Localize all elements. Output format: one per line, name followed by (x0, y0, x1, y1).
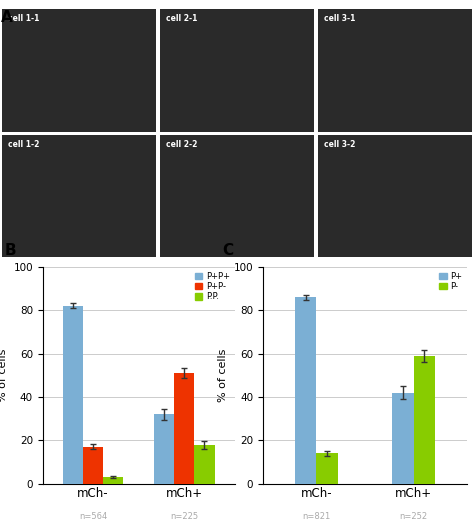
Bar (160, 135, 314, 257)
Text: B: B (4, 243, 16, 258)
Bar (154, 414, 174, 484)
Text: cell 3-1: cell 3-1 (324, 14, 356, 24)
Text: cell 3-2: cell 3-2 (324, 140, 356, 149)
Text: n=252: n=252 (400, 512, 428, 521)
Bar (413, 356, 435, 484)
Legend: P+, P-: P+, P- (438, 271, 463, 292)
Text: cell 1-1: cell 1-1 (8, 14, 40, 24)
Bar (194, 445, 215, 484)
Bar (295, 297, 317, 484)
Text: n=821: n=821 (302, 512, 330, 521)
Bar (392, 393, 413, 484)
Bar (318, 9, 472, 132)
Text: A: A (1, 10, 12, 25)
Text: n=564: n=564 (79, 512, 107, 521)
Bar (160, 9, 314, 132)
Text: cell 1-2: cell 1-2 (8, 140, 40, 149)
Y-axis label: % of cells: % of cells (218, 348, 228, 402)
Bar (2, 135, 156, 257)
Legend: P+P+, P+P-, P.P.: P+P+, P+P-, P.P. (194, 271, 230, 302)
Y-axis label: % of cells: % of cells (0, 348, 8, 402)
Bar (317, 453, 338, 484)
Bar (83, 447, 103, 484)
Bar (2, 9, 156, 132)
Bar (63, 306, 83, 484)
Text: n=225: n=225 (170, 512, 199, 521)
Bar (318, 135, 472, 257)
Bar (174, 373, 194, 484)
Text: cell 2-1: cell 2-1 (166, 14, 198, 24)
Bar (103, 477, 123, 484)
Text: cell 2-2: cell 2-2 (166, 140, 198, 149)
Text: C: C (222, 243, 233, 258)
